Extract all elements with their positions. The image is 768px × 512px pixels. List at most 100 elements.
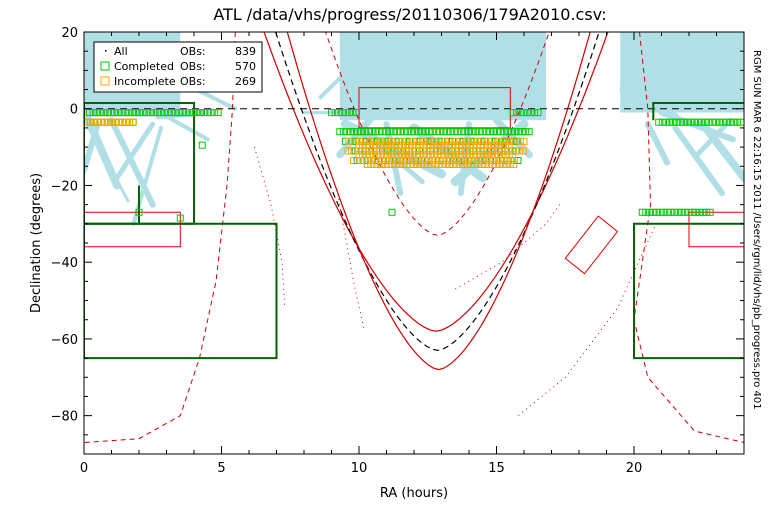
- incomplete-ob: [466, 141, 474, 149]
- legend-marker-square: [100, 76, 110, 86]
- completed-ob: [525, 128, 533, 136]
- legend-entry-completed: Completed OBs: 570: [100, 60, 256, 73]
- track-streak: [493, 116, 533, 159]
- completed-ob: [196, 109, 204, 117]
- incomplete-ob: [469, 141, 477, 149]
- declination-curve: [263, 32, 609, 332]
- incomplete-ob: [423, 141, 431, 149]
- incomplete-ob: [509, 137, 517, 145]
- incomplete-ob: [467, 160, 475, 168]
- completed-ob: [182, 109, 190, 117]
- incomplete-ob: [366, 151, 374, 159]
- incomplete-ob: [409, 141, 417, 149]
- track-streak: [625, 59, 670, 101]
- incomplete-ob: [367, 160, 375, 168]
- completed-ob: [683, 118, 691, 126]
- dotted-curve: [455, 204, 561, 290]
- completed-ob: [662, 118, 670, 126]
- incomplete-ob: [359, 151, 367, 159]
- completed-ob: [699, 208, 707, 216]
- incomplete-ob: [485, 160, 493, 168]
- completed-ob: [730, 118, 738, 126]
- completed-ob: [660, 208, 668, 216]
- completed-ob: [345, 109, 353, 117]
- completed-ob: [454, 128, 462, 136]
- incomplete-ob: [509, 151, 517, 159]
- incomplete-ob: [416, 141, 424, 149]
- completed-ob: [645, 208, 653, 216]
- completed-ob: [338, 109, 346, 117]
- incomplete-ob: [494, 151, 502, 159]
- completed-ob: [719, 118, 727, 126]
- completed-ob: [89, 109, 97, 117]
- completed-ob: [193, 109, 201, 117]
- incomplete-ob: [384, 141, 392, 149]
- incomplete-ob: [119, 118, 126, 126]
- incomplete-ob: [395, 160, 403, 168]
- completed-ob: [135, 208, 143, 216]
- completed-ob: [139, 109, 147, 117]
- y-tick-label: −20: [51, 179, 78, 194]
- incomplete-ob: [369, 141, 377, 149]
- y-tick-label: −60: [51, 333, 78, 348]
- survey-regions: [84, 87, 744, 360]
- incomplete-ob: [455, 151, 463, 159]
- completed-ob: [475, 128, 483, 136]
- completed-ob: [674, 208, 682, 216]
- completed-ob: [716, 118, 723, 126]
- incomplete-ob: [510, 160, 518, 168]
- incomplete-ob: [129, 118, 137, 126]
- incomplete-ob: [122, 118, 130, 126]
- completed-ob: [486, 128, 494, 136]
- completed-ob: [676, 118, 684, 126]
- incomplete-ob: [444, 141, 452, 149]
- completed-ob: [411, 128, 419, 136]
- completed-ob: [432, 128, 440, 136]
- track-streak: [644, 121, 670, 166]
- incomplete-ob: [90, 118, 98, 126]
- legend-label: Incomplete: [114, 75, 176, 88]
- incomplete-ob: [506, 137, 514, 145]
- incomplete-ob: [437, 141, 445, 149]
- completed-ob: [386, 128, 394, 136]
- completed-ob: [114, 109, 122, 117]
- legend-marker-square: [100, 61, 110, 71]
- x-tick-label: 10: [351, 461, 368, 476]
- incomplete-ob: [423, 151, 431, 159]
- completed-ob: [687, 118, 695, 126]
- completed-ob: [698, 118, 706, 126]
- completed-ob: [388, 208, 396, 216]
- incomplete-ob: [384, 151, 392, 159]
- incomplete-ob: [344, 147, 352, 155]
- incomplete-ob: [474, 160, 482, 168]
- completed-ob: [150, 109, 158, 117]
- incomplete-ob: [366, 141, 374, 149]
- completed-ob: [726, 118, 734, 126]
- incomplete-ob: [498, 141, 506, 149]
- completed-ob: [461, 128, 469, 136]
- incomplete-ob: [498, 151, 506, 159]
- incomplete-ob: [516, 147, 524, 155]
- completed-ob: [125, 109, 133, 117]
- incomplete-ob: [459, 141, 467, 149]
- completed-ob: [497, 128, 505, 136]
- incomplete-ob: [369, 151, 377, 159]
- legend-count-label: OBs:: [180, 45, 206, 58]
- incomplete-ob: [126, 118, 134, 126]
- incomplete-ob: [380, 151, 388, 159]
- survey-boundary: [652, 102, 744, 121]
- incomplete-ob: [427, 151, 434, 159]
- completed-ob: [688, 208, 696, 216]
- incomplete-ob: [516, 137, 524, 145]
- completed-ob: [128, 109, 136, 117]
- completed-ob: [404, 128, 412, 136]
- limit-curve: [84, 32, 236, 443]
- track-streak: [619, 86, 679, 120]
- legend-count: 839: [235, 45, 256, 58]
- declination-curve: [275, 32, 600, 352]
- completed-ob: [534, 109, 542, 117]
- track-streak: [84, 121, 101, 174]
- incomplete-ob: [424, 160, 432, 168]
- incomplete-ob: [430, 151, 438, 159]
- incomplete-ob: [410, 160, 418, 168]
